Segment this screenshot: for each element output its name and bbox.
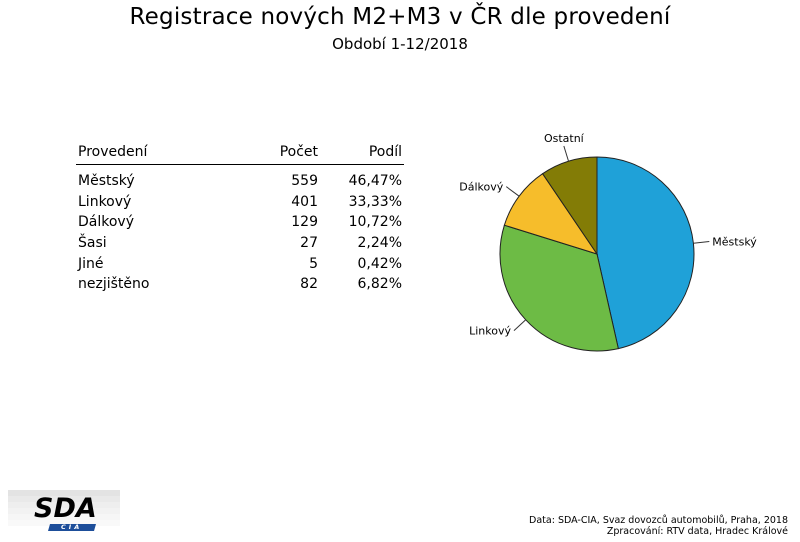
pie-leader-line-3 [563,145,570,162]
pie-chart-svg: Městský Linkový Dálkový Ostatní [459,132,757,352]
row-count: 401 [291,193,318,210]
sda-cia-logo: SDA CIA [8,490,120,536]
source-data-line: Data: SDA-CIA, Svaz dovozců automobilů, … [529,515,788,526]
source-note: Data: SDA-CIA, Svaz dovozců automobilů, … [468,515,788,537]
row-label: Šasi [78,235,107,252]
pie-leader-line-1 [513,319,527,332]
table-row: Linkový 401 33,33% [76,192,404,213]
row-count: 129 [291,214,318,231]
row-label: Jiné [78,255,104,272]
pie-leader-line-2 [505,186,520,197]
pie-label-3: Ostatní [544,132,585,145]
row-share: 0,42% [357,255,402,272]
chart-title: Registrace nových M2+M3 v ČR dle provede… [129,4,671,30]
column-header-share: Podíl [320,143,404,165]
pie-label-0: Městský [712,235,757,248]
row-share: 6,82% [357,276,402,293]
row-count: 27 [300,235,318,252]
chart-subtitle: Období 1-12/2018 [332,35,468,53]
pie-leader-line-0 [693,240,710,244]
pie-slice-0 [596,156,695,350]
table-row: nezjištěno 82 6,82% [76,274,404,295]
table-row: Šasi 27 2,24% [76,233,404,254]
row-label: Dálkový [78,214,134,231]
column-header-type: Provedení [76,143,230,165]
row-share: 2,24% [357,235,402,252]
row-share: 10,72% [348,214,402,231]
table-row: Jiné 5 0,42% [76,253,404,274]
row-label: Linkový [78,193,132,210]
logo-sub-text: CIA [61,523,83,531]
logo-main-text: SDA [34,493,97,524]
table-row: Dálkový 129 10,72% [76,212,404,233]
table-header-row: Provedení Počet Podíl [76,143,404,165]
row-share: 46,47% [348,173,402,190]
pie-label-2: Dálkový [459,181,503,194]
sda-cia-logo-graphic [8,490,120,531]
row-label: nezjištěno [78,276,150,293]
row-count: 5 [309,255,318,272]
source-processing-line: Zpracování: RTV data, Hradec Králové [606,526,788,537]
registration-table: Provedení Počet Podíl Městský 559 46,47%… [76,143,404,295]
pie-label-1: Linkový [469,325,511,338]
table-row: Městský 559 46,47% [76,165,404,192]
row-count: 559 [291,173,318,190]
column-header-count: Počet [230,143,320,165]
row-label: Městský [78,173,135,190]
pie-chart: Městský Linkový Dálkový Ostatní [440,120,780,370]
row-share: 33,33% [348,193,402,210]
row-count: 82 [300,276,318,293]
pie-slice-1 [499,224,619,352]
